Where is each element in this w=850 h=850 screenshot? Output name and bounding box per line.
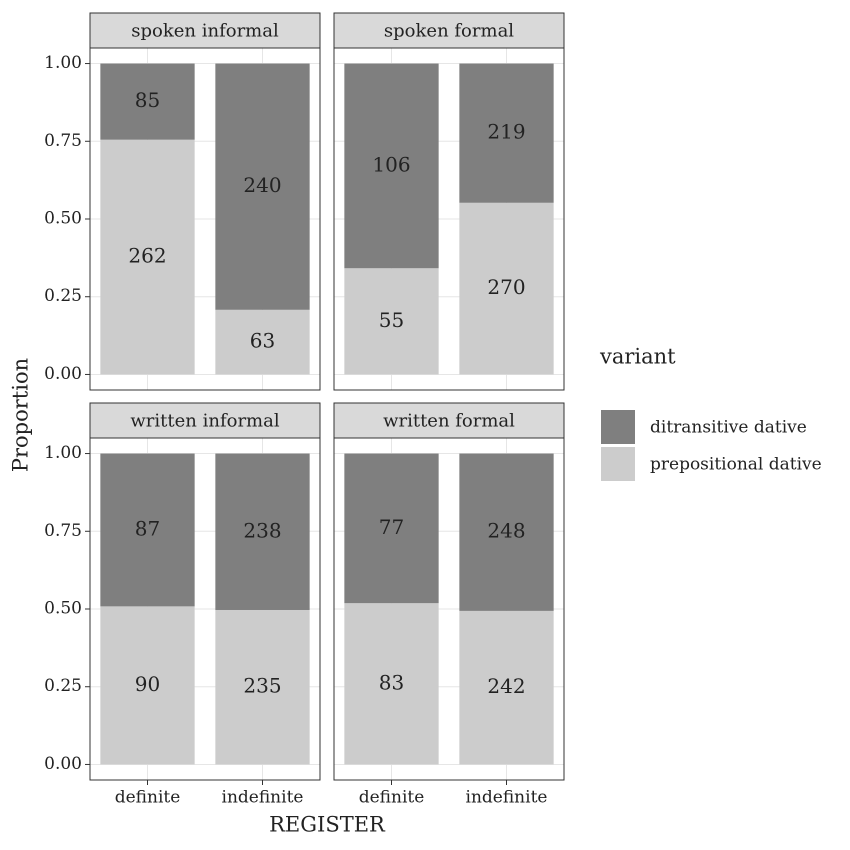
y-tick-label: 0.75 [44, 131, 82, 151]
data-label: 238 [243, 518, 281, 542]
bar-segment [100, 453, 195, 607]
y-tick-label: 0.00 [44, 364, 82, 384]
data-label: 87 [135, 516, 160, 540]
bar-segment [215, 609, 310, 765]
y-tick-label: 1.00 [44, 443, 82, 463]
facet-title: written informal [130, 411, 279, 432]
bar-segment [344, 453, 439, 604]
y-tick-label: 1.00 [44, 53, 82, 73]
data-label: 240 [243, 173, 281, 197]
y-tick-label: 0.25 [44, 286, 82, 306]
panel-border [89, 437, 321, 781]
data-label: 262 [128, 244, 166, 268]
bar-segment [215, 63, 310, 310]
facet-title: written formal [383, 411, 515, 432]
panel-border [333, 47, 565, 391]
facet-title: spoken informal [131, 21, 279, 42]
bar-segment [459, 202, 554, 375]
bar-segment [344, 603, 439, 765]
legend-key [601, 447, 635, 481]
data-label: 219 [487, 120, 525, 144]
data-label: 235 [243, 674, 281, 698]
bar-segment [344, 63, 439, 269]
strip [89, 12, 321, 49]
bar-segment [459, 453, 554, 611]
bar-segment [344, 268, 439, 375]
y-axis-title: Proportion [9, 358, 33, 472]
y-tick-label: 0.50 [44, 599, 82, 619]
data-label: 55 [379, 308, 404, 332]
y-tick-label: 0.00 [44, 754, 82, 774]
data-label: 63 [250, 329, 275, 353]
panel-border [333, 437, 565, 781]
x-tick-label: indefinite [466, 788, 548, 808]
legend-title: variant [599, 345, 676, 369]
data-label: 90 [135, 672, 160, 696]
bar-segment [459, 610, 554, 765]
y-tick-label: 0.50 [44, 209, 82, 229]
y-tick-label: 0.25 [44, 676, 82, 696]
data-label: 270 [487, 275, 525, 299]
bar-segment [100, 606, 195, 765]
x-tick-label: definite [359, 788, 425, 808]
legend-label: ditransitive dative [650, 418, 807, 438]
strip [89, 402, 321, 439]
x-tick-label: indefinite [222, 788, 304, 808]
strip [333, 12, 565, 49]
bar-segment [459, 63, 554, 203]
data-label: 77 [379, 515, 404, 539]
facet-title: spoken formal [384, 21, 514, 42]
legend-label: prepositional dative [650, 455, 822, 475]
data-label: 248 [487, 519, 525, 543]
y-tick-label: 0.75 [44, 521, 82, 541]
legend-key [601, 410, 635, 444]
bar-segment [215, 309, 310, 375]
data-label: 106 [372, 152, 410, 176]
x-tick-label: definite [115, 788, 181, 808]
bar-segment [215, 453, 310, 610]
data-label: 85 [135, 88, 160, 112]
bar-segment [100, 63, 195, 140]
x-axis-title: REGISTER [269, 813, 386, 837]
data-label: 83 [379, 670, 404, 694]
data-label: 242 [487, 674, 525, 698]
panel-border [89, 47, 321, 391]
bar-segment [100, 139, 195, 375]
strip [333, 402, 565, 439]
